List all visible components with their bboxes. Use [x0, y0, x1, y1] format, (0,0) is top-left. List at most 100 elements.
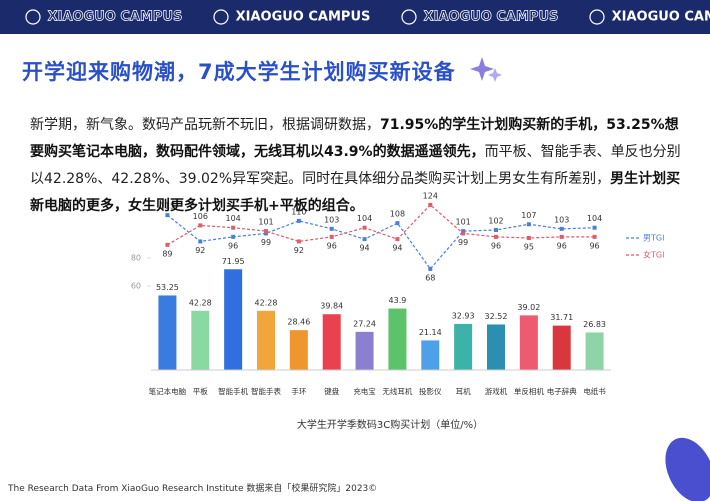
- tgi-value-label: 96: [228, 241, 238, 250]
- x-tick-label: 笔记本电脑: [149, 386, 187, 396]
- tgi-marker: [461, 231, 466, 236]
- tgi-marker: [231, 225, 236, 230]
- tgi-marker: [592, 225, 597, 230]
- tgi-marker: [559, 226, 564, 231]
- bar-value-label: 32.52: [485, 312, 508, 321]
- tgi-value-label: 96: [327, 241, 337, 250]
- tgi-value-label: 124: [423, 191, 438, 200]
- y-tick-label: 80: [131, 254, 141, 263]
- bar-value-label: 71.95: [222, 257, 245, 266]
- tgi-marker: [165, 242, 170, 247]
- tgi-value-label: 95: [524, 243, 534, 252]
- tgi-value-label: 101: [258, 218, 273, 227]
- tgi-value-label: 104: [357, 214, 372, 223]
- header-banner: [0, 0, 710, 34]
- tgi-value-label: 101: [456, 218, 471, 227]
- bar-value-label: 26.83: [583, 320, 606, 329]
- tgi-marker: [395, 221, 400, 226]
- tgi-value-label: 96: [491, 241, 501, 250]
- globe-icon: [213, 9, 229, 25]
- bar: [519, 315, 538, 370]
- bar: [257, 310, 275, 370]
- tgi-marker: [198, 239, 203, 244]
- tgi-marker: [592, 234, 597, 239]
- paragraph: 新学期，新气象。数码产品玩新不玩旧，根据调研数据，71.95%的学生计划购买新的…: [30, 112, 690, 220]
- bar: [224, 269, 243, 370]
- tgi-value-label: 99: [261, 238, 271, 247]
- banner-text: XIAOGUO CAMPUS: [236, 10, 371, 25]
- tgi-value-label: 92: [195, 246, 205, 255]
- bar: [355, 331, 374, 370]
- tgi-value-label: 115: [160, 202, 175, 211]
- bar-value-label: 32.93: [452, 311, 475, 320]
- x-tick-label: 投影仪: [419, 386, 442, 396]
- tgi-marker: [428, 266, 433, 271]
- tgi-marker: [165, 213, 170, 218]
- tgi-value-label: 110: [291, 207, 306, 216]
- bar: [421, 340, 440, 370]
- bar-value-label: 53.25: [156, 283, 179, 292]
- bar: [388, 308, 407, 370]
- tgi-value-label: 94: [359, 244, 369, 253]
- chart-caption: 大学生开学季数码3C购买计划（单位/%）: [297, 418, 483, 431]
- y-tick-label: 60: [131, 282, 141, 291]
- tgi-marker: [461, 229, 466, 234]
- tgi-value-label: 104: [226, 214, 241, 223]
- tgi-line: [167, 204, 595, 246]
- bar: [158, 295, 177, 370]
- bar: [322, 314, 341, 370]
- tgi-marker: [264, 231, 268, 236]
- x-tick-label: 平板: [193, 386, 208, 396]
- banner-text: XIAOGUO CAMPUS: [424, 10, 559, 25]
- banner-text: XIAOGUO CAMPUS: [48, 10, 183, 25]
- x-tick-label: 手环: [291, 386, 306, 396]
- tgi-value-label: 106: [193, 212, 208, 221]
- tgi-marker: [526, 222, 531, 227]
- bar-value-label: 43.9: [389, 296, 407, 305]
- tgi-marker: [296, 218, 301, 223]
- paragraph-segment: 新学期，新气象。数码产品玩新不玩旧，根据调研数据，: [30, 117, 380, 133]
- tgi-line: [167, 214, 595, 270]
- tgi-marker: [231, 234, 236, 239]
- bar-value-label: 28.46: [287, 318, 310, 327]
- x-tick-label: 无线耳机: [382, 386, 412, 396]
- x-tick-label: 充电宝: [353, 386, 376, 396]
- tgi-value-label: 89: [162, 249, 172, 258]
- tgi-marker: [395, 237, 400, 242]
- tgi-value-label: 103: [554, 215, 569, 224]
- x-tick-label: 电纸书: [583, 386, 606, 396]
- bar-value-label: 39.84: [320, 302, 343, 311]
- star: [488, 68, 502, 82]
- mouse-decoration: [665, 437, 710, 501]
- tgi-value-label: 104: [587, 214, 602, 223]
- tgi-value-label: 103: [324, 215, 339, 224]
- title: 开学迎来购物潮，7成大学生计划购买新设备: [22, 60, 456, 84]
- x-tick-label: 键盘: [324, 386, 339, 396]
- bar-value-label: 39.02: [517, 303, 540, 312]
- x-tick-label: 智能手表: [251, 386, 281, 396]
- tgi-marker: [264, 229, 268, 234]
- bar: [289, 330, 308, 370]
- legend-label: 女TGI: [643, 250, 664, 260]
- x-tick-label: 电子辞典: [547, 386, 577, 396]
- bar: [487, 324, 505, 370]
- globe-icon: [589, 9, 605, 25]
- bar-value-label: 21.14: [419, 328, 442, 337]
- globe-icon: [401, 9, 417, 25]
- paragraph-segment: 而平板、智能手表、单反也分别以42.28%、42.28%、39.02%异军突起。…: [30, 144, 681, 187]
- tgi-value-label: 92: [294, 246, 304, 255]
- tgi-marker: [494, 234, 498, 239]
- tgi-marker: [526, 236, 531, 240]
- tgi-value-label: 94: [392, 244, 402, 253]
- tgi-marker: [296, 239, 301, 244]
- x-tick-label: 智能手机: [218, 386, 248, 396]
- bar-value-label: 42.28: [255, 298, 278, 307]
- bar-value-label: 31.71: [550, 313, 573, 322]
- tgi-value-label: 96: [589, 241, 599, 250]
- tgi-value-label: 107: [521, 211, 536, 220]
- tgi-marker: [428, 202, 433, 207]
- tgi-marker: [494, 228, 498, 232]
- tgi-value-label: 68: [425, 273, 435, 282]
- bar: [552, 325, 571, 370]
